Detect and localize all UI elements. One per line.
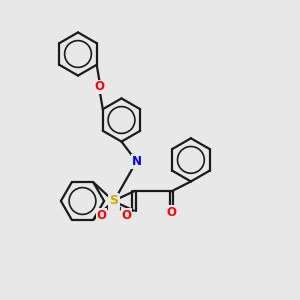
Text: N: N [131,155,142,168]
Text: O: O [96,209,106,222]
Text: N: N [109,195,119,208]
Text: O: O [122,209,131,222]
Text: O: O [95,80,105,94]
Text: O: O [167,206,176,219]
Text: S: S [109,194,118,207]
